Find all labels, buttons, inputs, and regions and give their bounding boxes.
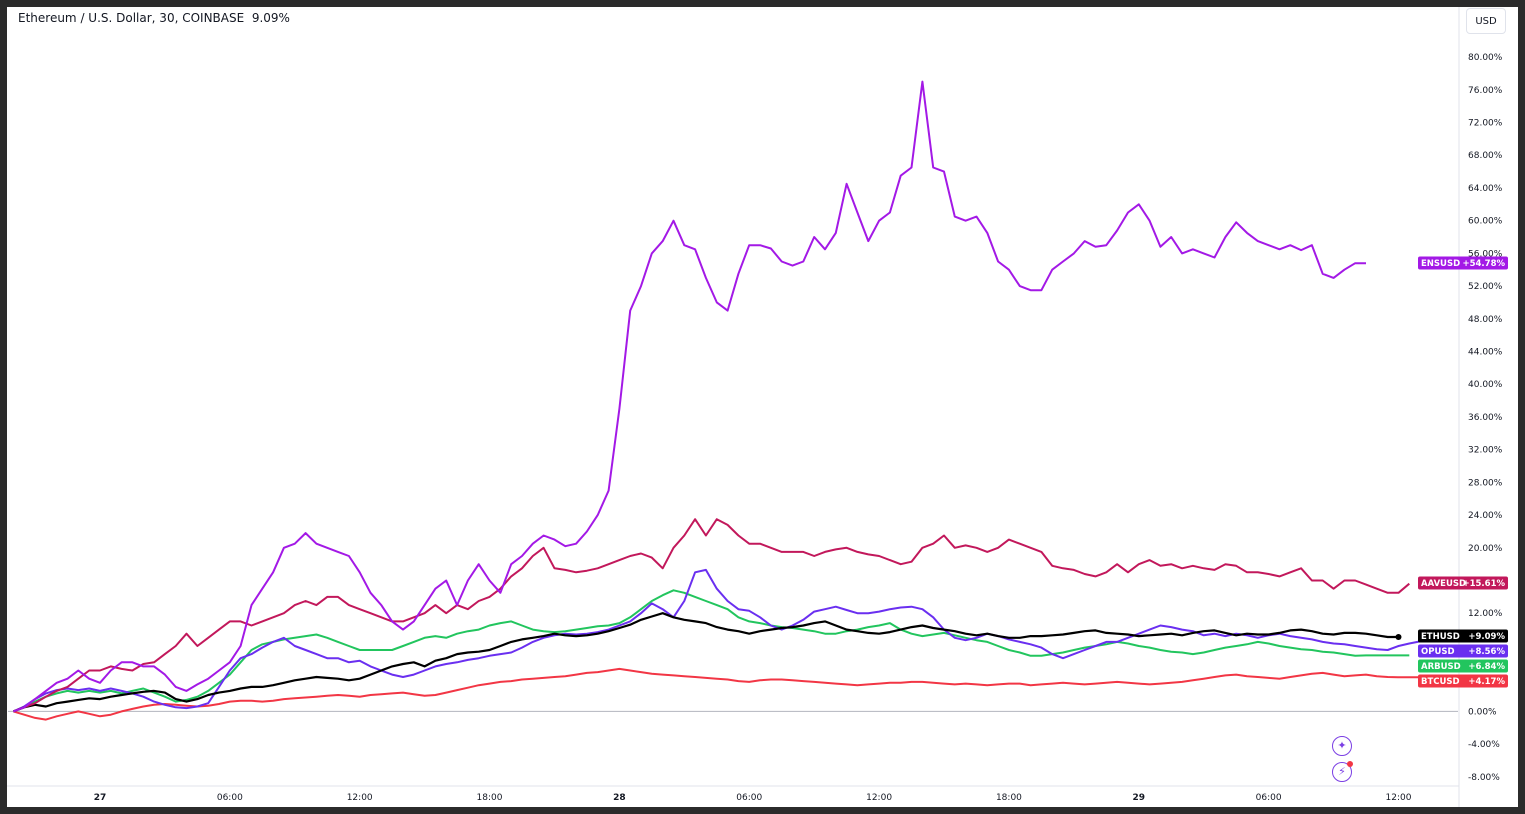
price-axis-label: 48.00% (1468, 315, 1503, 325)
price-tag-symbol: BTCUSD (1421, 677, 1460, 687)
ethusd-last-point (1395, 634, 1402, 641)
price-axis-label: 40.00% (1468, 380, 1503, 390)
price-axis-labels: 80.00% 76.00% 72.00% 68.00% 64.00% 60.00% 56.0… (1468, 53, 1503, 783)
price-tag-bg-ethusd (1418, 629, 1508, 643)
price-axis-label: 44.00% (1468, 348, 1503, 358)
series-line-btcusd (13, 667, 1442, 721)
price-axis-label: 60.00% (1468, 217, 1503, 227)
time-axis-label: 27 (94, 793, 107, 803)
price-axis-label: 24.00% (1468, 511, 1503, 521)
sparkle-icon[interactable]: ✦ (1332, 736, 1352, 756)
price-tag-symbol: ENSUSD (1421, 259, 1460, 269)
price-axis-label: 80.00% (1468, 53, 1503, 63)
time-axis-label: 18:00 (996, 793, 1022, 803)
price-axis-label: 68.00% (1468, 151, 1503, 161)
series-line-ensusd (13, 80, 1367, 713)
price-axis-label: 64.00% (1468, 184, 1503, 194)
time-axis-label: 06:00 (217, 793, 243, 803)
price-tag-bg-aaveusd (1418, 576, 1508, 590)
symbol-title: Ethereum / U.S. Dollar, 30, COINBASE (18, 11, 245, 25)
price-tag-value: +9.09% (1468, 632, 1505, 642)
price-axis-label: 0.00% (1468, 707, 1497, 717)
price-tag-symbol: AAVEUSD (1421, 579, 1466, 589)
chart-background (7, 7, 1518, 807)
price-axis-label: 76.00% (1468, 86, 1503, 96)
price-axis-label: -4.00% (1468, 740, 1500, 750)
time-axis-label: 06:00 (1256, 793, 1282, 803)
price-axis-label: 32.00% (1468, 446, 1503, 456)
price-tag-value: +54.78% (1462, 259, 1505, 269)
price-tag-bg-btcusd (1418, 674, 1508, 688)
series-lines (12, 80, 1442, 721)
price-tag-value: +8.56% (1468, 647, 1505, 657)
price-tag-value: +4.17% (1468, 677, 1505, 687)
change-value: 9.09% (251, 11, 290, 25)
currency-button[interactable]: USD (1466, 8, 1506, 34)
price-axis-label: 36.00% (1468, 413, 1503, 423)
time-axis-label: 12:00 (1386, 793, 1412, 803)
time-axis-label: 29 (1133, 793, 1146, 803)
series-line-ethusd (13, 612, 1399, 713)
lightning-icon[interactable]: ⚡ (1332, 761, 1353, 782)
time-axis-labels: 27 06:00 12:00 18:00 28 06:00 12:00 18:00 29 06:0… (94, 793, 1412, 803)
notification-dot (1347, 761, 1353, 767)
price-tag-bg-opusd (1418, 644, 1508, 658)
time-axis-label: 12:00 (347, 793, 373, 803)
price-axis-label: -8.00% (1468, 773, 1500, 783)
time-axis-label: 28 (613, 793, 626, 803)
price-axis-label: 28.00% (1468, 478, 1503, 488)
price-tag-bg-arbusd (1418, 659, 1508, 673)
price-tag-value: +15.61% (1462, 579, 1505, 589)
price-tag-value: +6.84% (1468, 662, 1505, 672)
price-tag-symbol: OPUSD (1421, 647, 1455, 657)
price-tag-symbol: ETHUSD (1421, 632, 1460, 642)
price-axis-label: 52.00% (1468, 282, 1503, 292)
price-axis-label: 20.00% (1468, 544, 1503, 554)
time-axis-label: 18:00 (477, 793, 503, 803)
price-axis-label: 72.00% (1468, 119, 1503, 129)
price-axis-label: 56.00% (1468, 249, 1503, 259)
price-axis-label: 12.00% (1468, 609, 1503, 619)
price-tag-symbol: ARBUSD (1421, 662, 1461, 672)
price-tag-bg-ensusd (1418, 256, 1508, 270)
chart-legend-title: Ethereum / U.S. Dollar, 30, COINBASE 9.0… (18, 11, 290, 25)
time-axis-label: 06:00 (736, 793, 762, 803)
time-axis-label: 12:00 (866, 793, 892, 803)
series-price-tags: ENSUSD +54.78% AAVEUSD+15.61% ETHUSD +9.09% O… (1418, 256, 1508, 688)
